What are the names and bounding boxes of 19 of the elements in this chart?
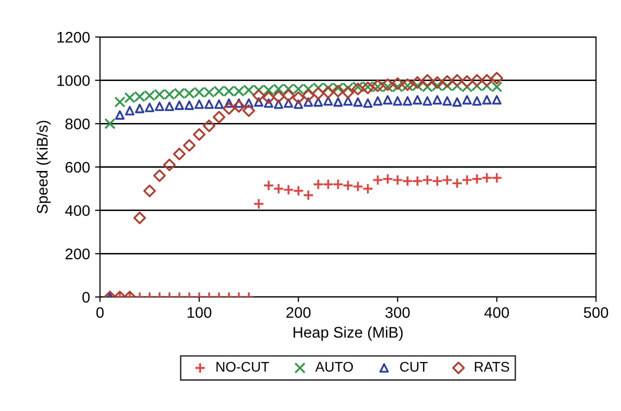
y-tick-label: 1000 bbox=[57, 75, 90, 86]
y-tick-label: 600 bbox=[66, 162, 90, 173]
y-tick-label: 1200 bbox=[57, 32, 90, 43]
x-axis-title: Heap Size (MiB) bbox=[294, 326, 403, 341]
x-tick-label: 200 bbox=[286, 307, 311, 318]
legend-label: AUTO bbox=[315, 362, 353, 372]
y-tick-label: 400 bbox=[65, 205, 90, 216]
x-tick-label: 400 bbox=[484, 307, 509, 318]
x-tick-label: 300 bbox=[385, 307, 410, 318]
legend-label: CUT bbox=[400, 362, 428, 372]
y-tick-label: 800 bbox=[65, 118, 90, 130]
x-tick-label: 500 bbox=[584, 307, 608, 318]
legend-label: NO-CUT bbox=[216, 362, 270, 372]
legend-label: RATS bbox=[474, 362, 510, 372]
y-axis-title: Speed (KiB/s) bbox=[36, 120, 51, 214]
x-tick-label: 100 bbox=[188, 307, 212, 318]
y-tick-label: 200 bbox=[66, 248, 90, 260]
x-tick-label: 0 bbox=[96, 307, 104, 318]
y-tick-label: 0 bbox=[82, 292, 90, 303]
